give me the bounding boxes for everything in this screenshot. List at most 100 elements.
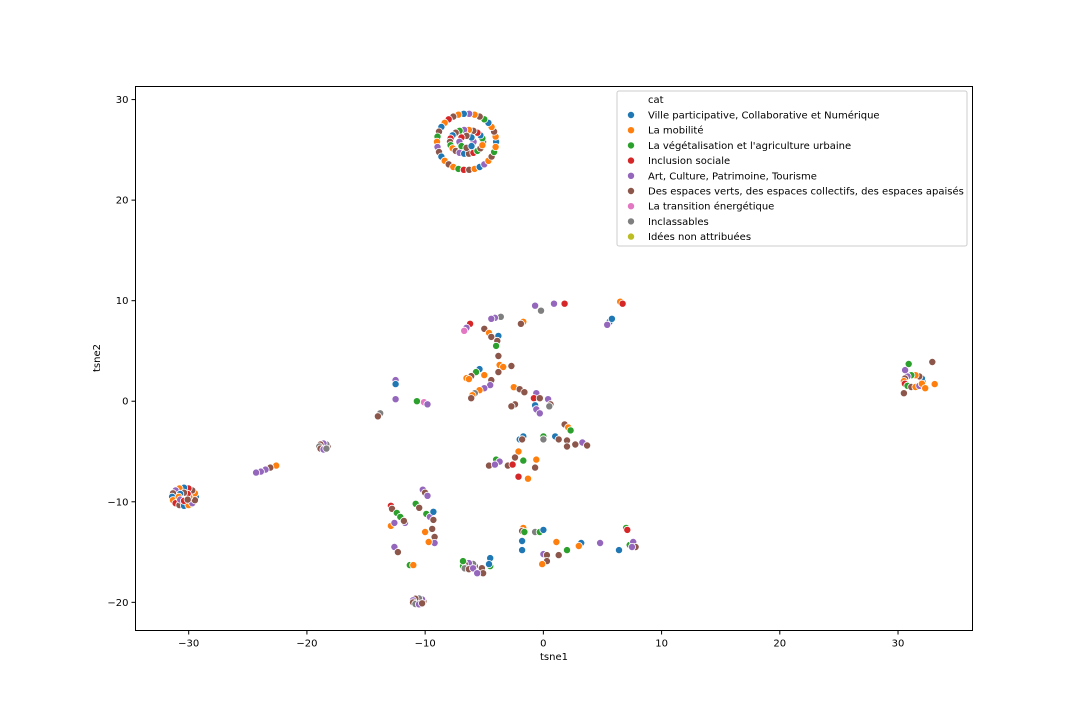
scatter-point <box>409 561 418 570</box>
scatter-point <box>539 435 548 444</box>
scatter-point <box>930 380 939 389</box>
scatter-point <box>490 460 499 469</box>
scatter-point <box>183 495 192 504</box>
x-tick-label: 30 <box>892 639 905 650</box>
legend-entry-label: La végétalisation et l'agriculture urbai… <box>648 140 851 152</box>
scatter-point <box>480 371 489 380</box>
legend-entry-label: Art, Culture, Patrimoine, Tourisme <box>648 171 817 182</box>
scatter-point <box>458 557 467 566</box>
x-tick-label: 10 <box>655 639 668 650</box>
scatter-point <box>391 380 400 389</box>
scatter-point <box>545 402 554 411</box>
legend-marker <box>627 111 636 120</box>
scatter-point <box>399 516 408 525</box>
x-axis: −30 −20 −10 0 10 20 30 <box>178 630 905 650</box>
scatter-point <box>554 551 563 560</box>
scatter-point <box>391 395 400 404</box>
x-tick-label: −10 <box>415 639 436 650</box>
scatter-point <box>552 538 561 547</box>
scatter-point <box>901 366 910 375</box>
scatter-point <box>539 525 548 534</box>
y-tick-label: −10 <box>107 497 128 508</box>
scatter-point <box>418 599 427 608</box>
legend-marker <box>627 126 636 135</box>
legend-entry-label: La transition énergétique <box>648 201 774 213</box>
scatter-point <box>514 447 523 456</box>
x-tick-label: 20 <box>773 639 786 650</box>
x-tick-label: 0 <box>540 639 546 650</box>
legend-entry-label: Des espaces verts, des espaces collectif… <box>648 186 964 198</box>
scatter-point <box>322 444 331 453</box>
y-tick-label: 10 <box>116 296 129 307</box>
scatter-point <box>510 453 519 462</box>
scatter-point <box>583 441 592 450</box>
points-layer <box>168 109 939 609</box>
scatter-point <box>252 468 261 477</box>
scatter-point <box>928 357 937 366</box>
scatter-point <box>550 299 559 308</box>
scatter-point <box>484 560 493 569</box>
scatter-point <box>566 426 575 435</box>
scatter-point <box>393 548 402 557</box>
scatter-point <box>596 539 605 548</box>
scatter-point <box>531 301 540 310</box>
scatter-point <box>467 394 476 403</box>
scatter-point <box>478 141 487 150</box>
x-axis-label: tsne1 <box>540 652 568 663</box>
legend-entry-label: Idées non attribuées <box>648 231 751 243</box>
scatter-point <box>607 314 616 323</box>
x-tick-label: −30 <box>178 639 199 650</box>
scatter-point <box>921 384 930 393</box>
scatter-point <box>424 538 433 547</box>
scatter-point <box>532 455 541 464</box>
scatter-point <box>899 389 908 398</box>
legend-marker <box>627 141 636 150</box>
scatter-point <box>516 319 525 328</box>
scatter-point <box>428 524 437 533</box>
plot-frame <box>135 86 973 631</box>
legend-entry-label: Ville participative, Collaborative et Nu… <box>648 110 880 122</box>
scatter-point <box>487 314 496 323</box>
scatter-point <box>518 435 527 444</box>
x-tick-label: −20 <box>296 639 317 650</box>
scatter-point <box>423 400 432 409</box>
scatter-point <box>520 528 529 537</box>
scatter-point <box>415 503 424 512</box>
scatter-point <box>421 528 430 537</box>
scatter-point <box>494 351 503 360</box>
scatter-point <box>460 326 469 335</box>
scatter-point <box>508 460 517 469</box>
legend-marker <box>627 171 636 180</box>
scatter-point <box>563 546 572 555</box>
legend-marker <box>627 217 636 226</box>
legend-entry-label: Inclassables <box>648 217 709 228</box>
scatter-point <box>473 569 482 578</box>
y-tick-label: 20 <box>116 196 129 207</box>
scatter-point <box>618 299 627 308</box>
scatter-point <box>518 546 527 555</box>
scatter-point <box>904 359 913 368</box>
scatter-point <box>507 361 516 370</box>
scatter-point <box>520 388 529 397</box>
legend-marker <box>627 186 636 195</box>
scatter-point <box>514 472 523 481</box>
scatter-point <box>538 560 547 569</box>
scatter-point <box>535 409 544 418</box>
scatter-point <box>519 456 528 465</box>
scatter-point <box>563 442 572 451</box>
scatter-point <box>535 394 544 403</box>
scatter-point <box>623 525 632 534</box>
scatter-point <box>412 397 421 406</box>
legend-marker <box>627 202 636 211</box>
scatter-point <box>499 362 508 371</box>
legend-marker <box>627 156 636 165</box>
scatter-point <box>574 542 583 551</box>
scatter-point <box>518 537 527 546</box>
scatter-point <box>571 440 580 449</box>
scatter-point <box>554 435 563 444</box>
y-tick-label: −20 <box>107 598 128 609</box>
scatter-point <box>507 402 516 411</box>
scatter-point <box>537 306 546 315</box>
scatter-point <box>423 491 432 500</box>
